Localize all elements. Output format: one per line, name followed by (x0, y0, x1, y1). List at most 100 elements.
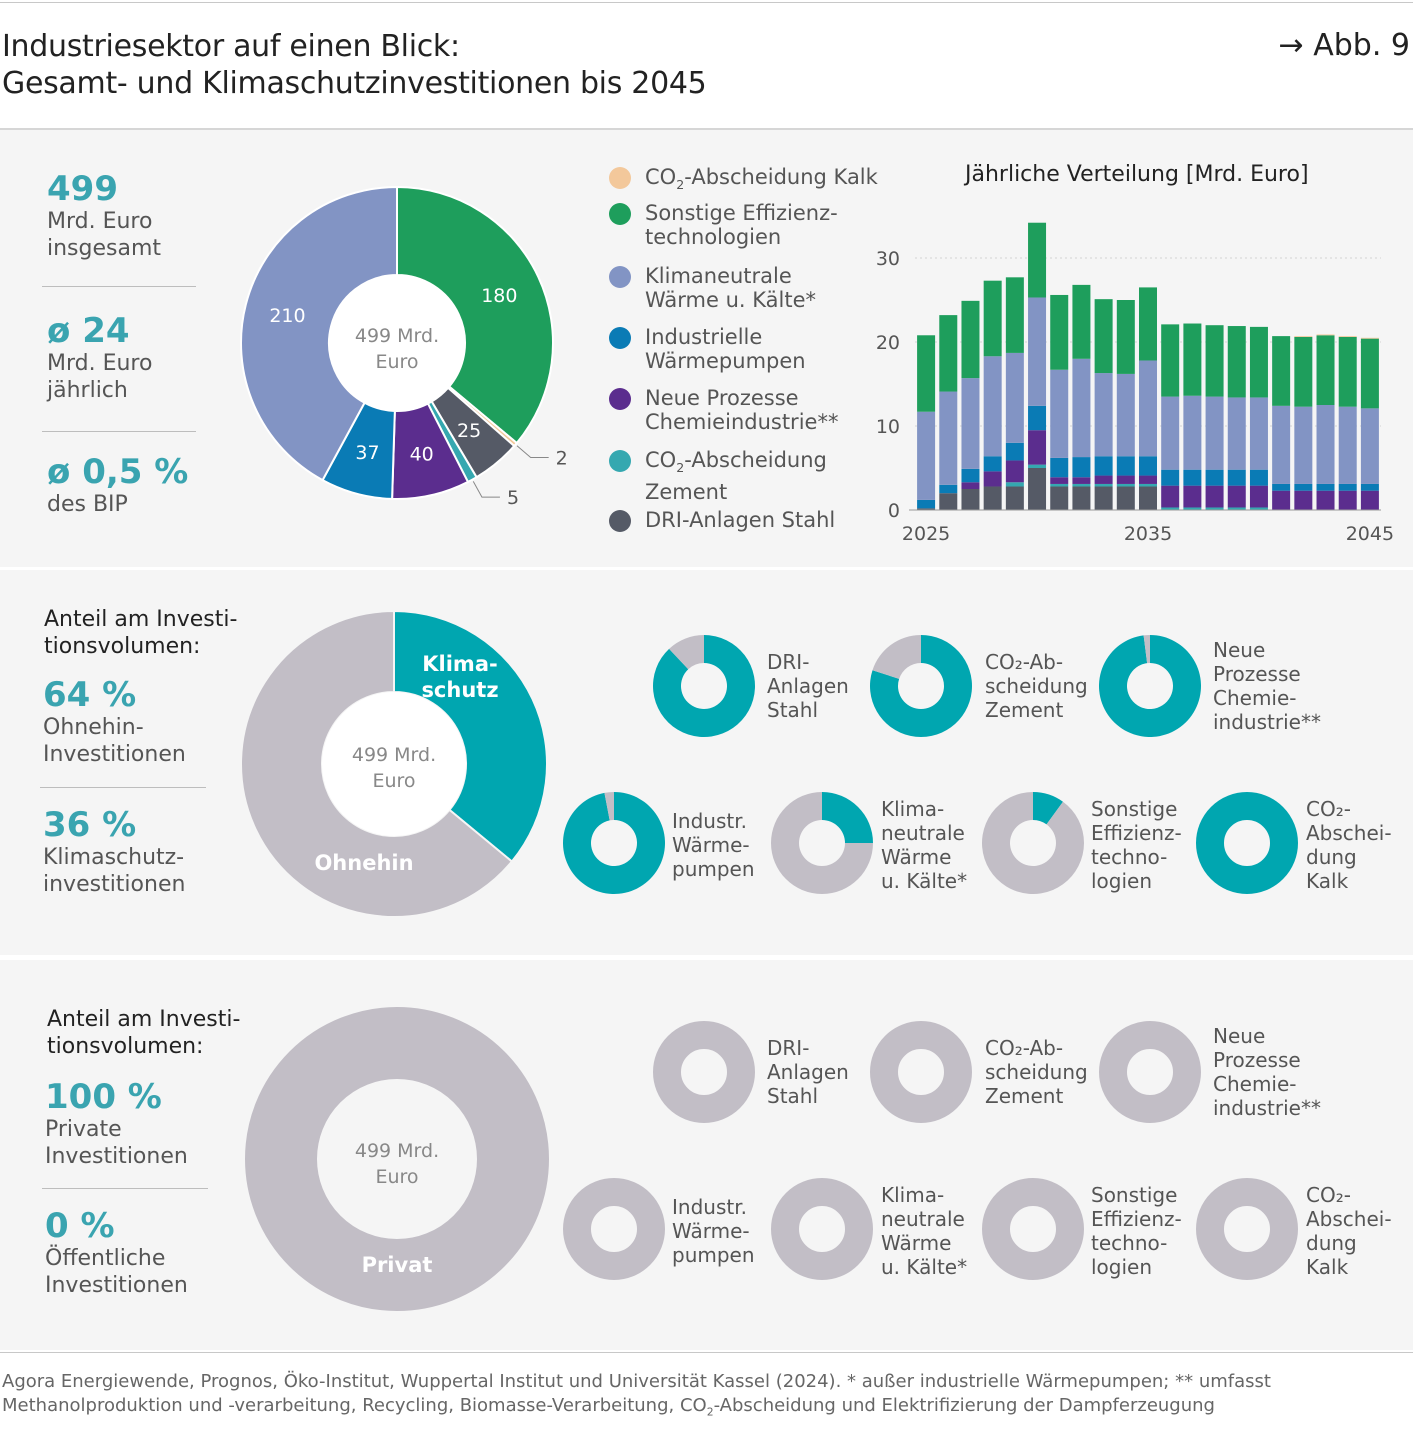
small-donut-slice (1196, 1178, 1298, 1280)
bar-segment (961, 482, 980, 489)
small-donut-slice (870, 1021, 972, 1123)
stat-public: 0 % Öffentliche Investitionen (45, 1207, 188, 1299)
stat-gdp-line1: des BIP (47, 492, 128, 517)
bar-segment (1272, 405, 1291, 484)
total-investment-donut: 499 Mrd. Euro 180 2 25 5 40 37 210 (240, 185, 568, 509)
small-donut (1099, 635, 1201, 737)
bar-segment (961, 378, 980, 469)
bar-segment (1139, 483, 1157, 487)
stat-ohnehin-line2: Investitionen (43, 742, 186, 767)
small-donut-slice (669, 635, 704, 670)
bar-segment (1050, 294, 1069, 370)
divider (42, 431, 196, 432)
bar-segment (1360, 338, 1379, 409)
climate-share-panel (0, 570, 1413, 955)
legend-swatch (609, 266, 631, 288)
bar-segment (1316, 490, 1335, 510)
slice-value-label: 5 (507, 487, 519, 509)
bar-segment (1161, 485, 1180, 508)
bar-segment (1072, 457, 1091, 478)
small-donut-label: Klima-neutrale Wärme u. Kälte* (881, 1183, 968, 1279)
bar-segment (1072, 284, 1091, 359)
legend-swatch (609, 388, 631, 410)
bar-segment (961, 468, 980, 483)
x-tick-label: 2035 (1124, 523, 1172, 545)
stat-annual-line1: Mrd. Euro (47, 351, 153, 376)
stat-public-line1: Öffentliche (45, 1246, 166, 1271)
bar-segment (1028, 464, 1047, 468)
bar-segment (1338, 406, 1357, 484)
bar-segment (1294, 483, 1313, 491)
bar-segment (1139, 486, 1157, 510)
slice-value-label: 25 (457, 420, 481, 442)
small-donut (1196, 792, 1298, 894)
leader-line (472, 481, 500, 498)
bar-segment (1116, 373, 1135, 457)
stat-private-value: 100 % (45, 1077, 162, 1117)
bar-segment (1227, 507, 1246, 510)
bar-segment (1028, 430, 1047, 465)
small-donut-label: Neue Prozesse Chemie-industrie** (1213, 1024, 1321, 1120)
small-donut-label: CO₂-Ab-scheidung Zement (985, 1036, 1088, 1108)
bar-segment (1050, 457, 1069, 478)
stat-gdp: ø 0,5 % des BIP (47, 453, 188, 518)
slice-value-label: 40 (410, 443, 434, 465)
y-tick-label: 30 (876, 248, 900, 270)
donut-hole (329, 275, 465, 411)
bar-segment (917, 411, 936, 500)
bar-segment (1094, 373, 1113, 457)
stat-total-line2: insgesamt (47, 236, 162, 261)
small-donut-slice (1033, 792, 1063, 825)
bar-segment (1205, 325, 1224, 397)
bar-segment (1338, 490, 1357, 510)
small-donut (1099, 1021, 1201, 1123)
title-line-2: Gesamt- und Klimaschutzinvestitionen bis… (2, 66, 707, 101)
bar-segment (1094, 475, 1113, 484)
small-donut (563, 1178, 665, 1280)
small-donut-slice (563, 792, 665, 894)
small-donut (771, 1178, 873, 1280)
section2-intro: Anteil am Investi- tionsvolumen: (44, 606, 237, 660)
bar-segment (1183, 323, 1202, 396)
bar-segment (1161, 507, 1180, 510)
legend-item: Neue Prozesse Chemieindustrie** (609, 386, 838, 434)
legend-swatch (609, 510, 631, 532)
legend-item: Klimaneutrale Wärme u. Kälte* (609, 264, 816, 312)
legend-label: Klimaneutrale Wärme u. Kälte* (645, 264, 817, 312)
bar-segment (1294, 406, 1313, 484)
legend-label: CO2-Abscheidung Zement (645, 448, 827, 505)
donut-hole (322, 692, 466, 836)
stat-annual: ø 24 Mrd. Euro jährlich (47, 312, 152, 404)
bar-segment (1116, 300, 1135, 374)
bar-segment (1161, 396, 1180, 470)
legend-label: Industrielle Wärmepumpen (645, 325, 806, 373)
small-donut-slice (872, 635, 921, 679)
small-donut-label: CO₂- Abschei-dung Kalk (1306, 797, 1392, 893)
slice-value-label: 2 (556, 447, 568, 469)
bar-segment (939, 493, 958, 510)
small-donut-slice (1143, 635, 1150, 664)
legend-swatch (609, 327, 631, 349)
bar-segment (1094, 456, 1113, 476)
bar-segment (1227, 485, 1246, 508)
y-tick-label: 10 (876, 416, 900, 438)
donut-slice-privat (245, 1007, 549, 1311)
slice-value-label: 37 (355, 442, 379, 464)
bar-segment (939, 391, 958, 485)
bar-segment (1360, 490, 1379, 510)
bar-segment (1005, 482, 1024, 487)
donut-center-line2: Euro (375, 351, 418, 373)
bar-segment (1161, 469, 1180, 486)
small-donut-label: CO₂- Abschei-dung Kalk (1306, 1183, 1392, 1279)
small-donut (653, 1021, 755, 1123)
bar-segment (983, 471, 1002, 487)
small-donut-slice (822, 792, 873, 843)
klimaschutz-label-1: Klima- (422, 652, 497, 676)
small-donut-label: Industr. Wärme-pumpen (672, 1195, 755, 1267)
bar-segment (1028, 468, 1047, 510)
small-donut-label: Neue Prozesse Chemie-industrie** (1213, 638, 1321, 734)
small-donut-label: Klima-neutrale Wärme u. Kälte* (881, 797, 968, 893)
bar-segment (1272, 483, 1291, 491)
legend-label: Sonstige Effizienz-technologien (645, 201, 838, 249)
bar-segment (1249, 485, 1268, 508)
